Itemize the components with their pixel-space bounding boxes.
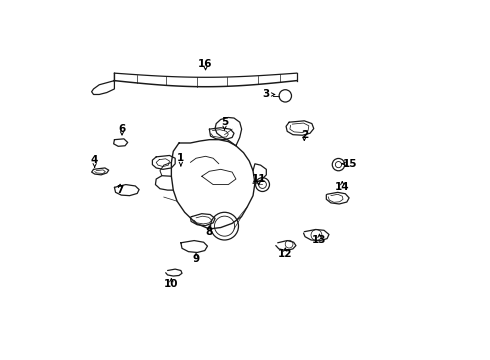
Text: 9: 9 [193,255,199,264]
Text: 2: 2 [301,130,308,140]
Text: 8: 8 [206,227,213,237]
Text: 14: 14 [335,183,349,192]
Text: 4: 4 [91,155,98,165]
Text: 12: 12 [278,249,293,259]
Text: 15: 15 [343,159,357,169]
Text: 13: 13 [312,235,327,245]
Text: 10: 10 [164,279,179,289]
Text: 16: 16 [198,59,213,69]
Text: 6: 6 [119,124,125,134]
Text: 5: 5 [221,117,228,127]
Text: 1: 1 [177,153,185,163]
Text: 11: 11 [251,174,266,184]
Text: 7: 7 [117,185,124,195]
Text: 3: 3 [263,90,270,99]
